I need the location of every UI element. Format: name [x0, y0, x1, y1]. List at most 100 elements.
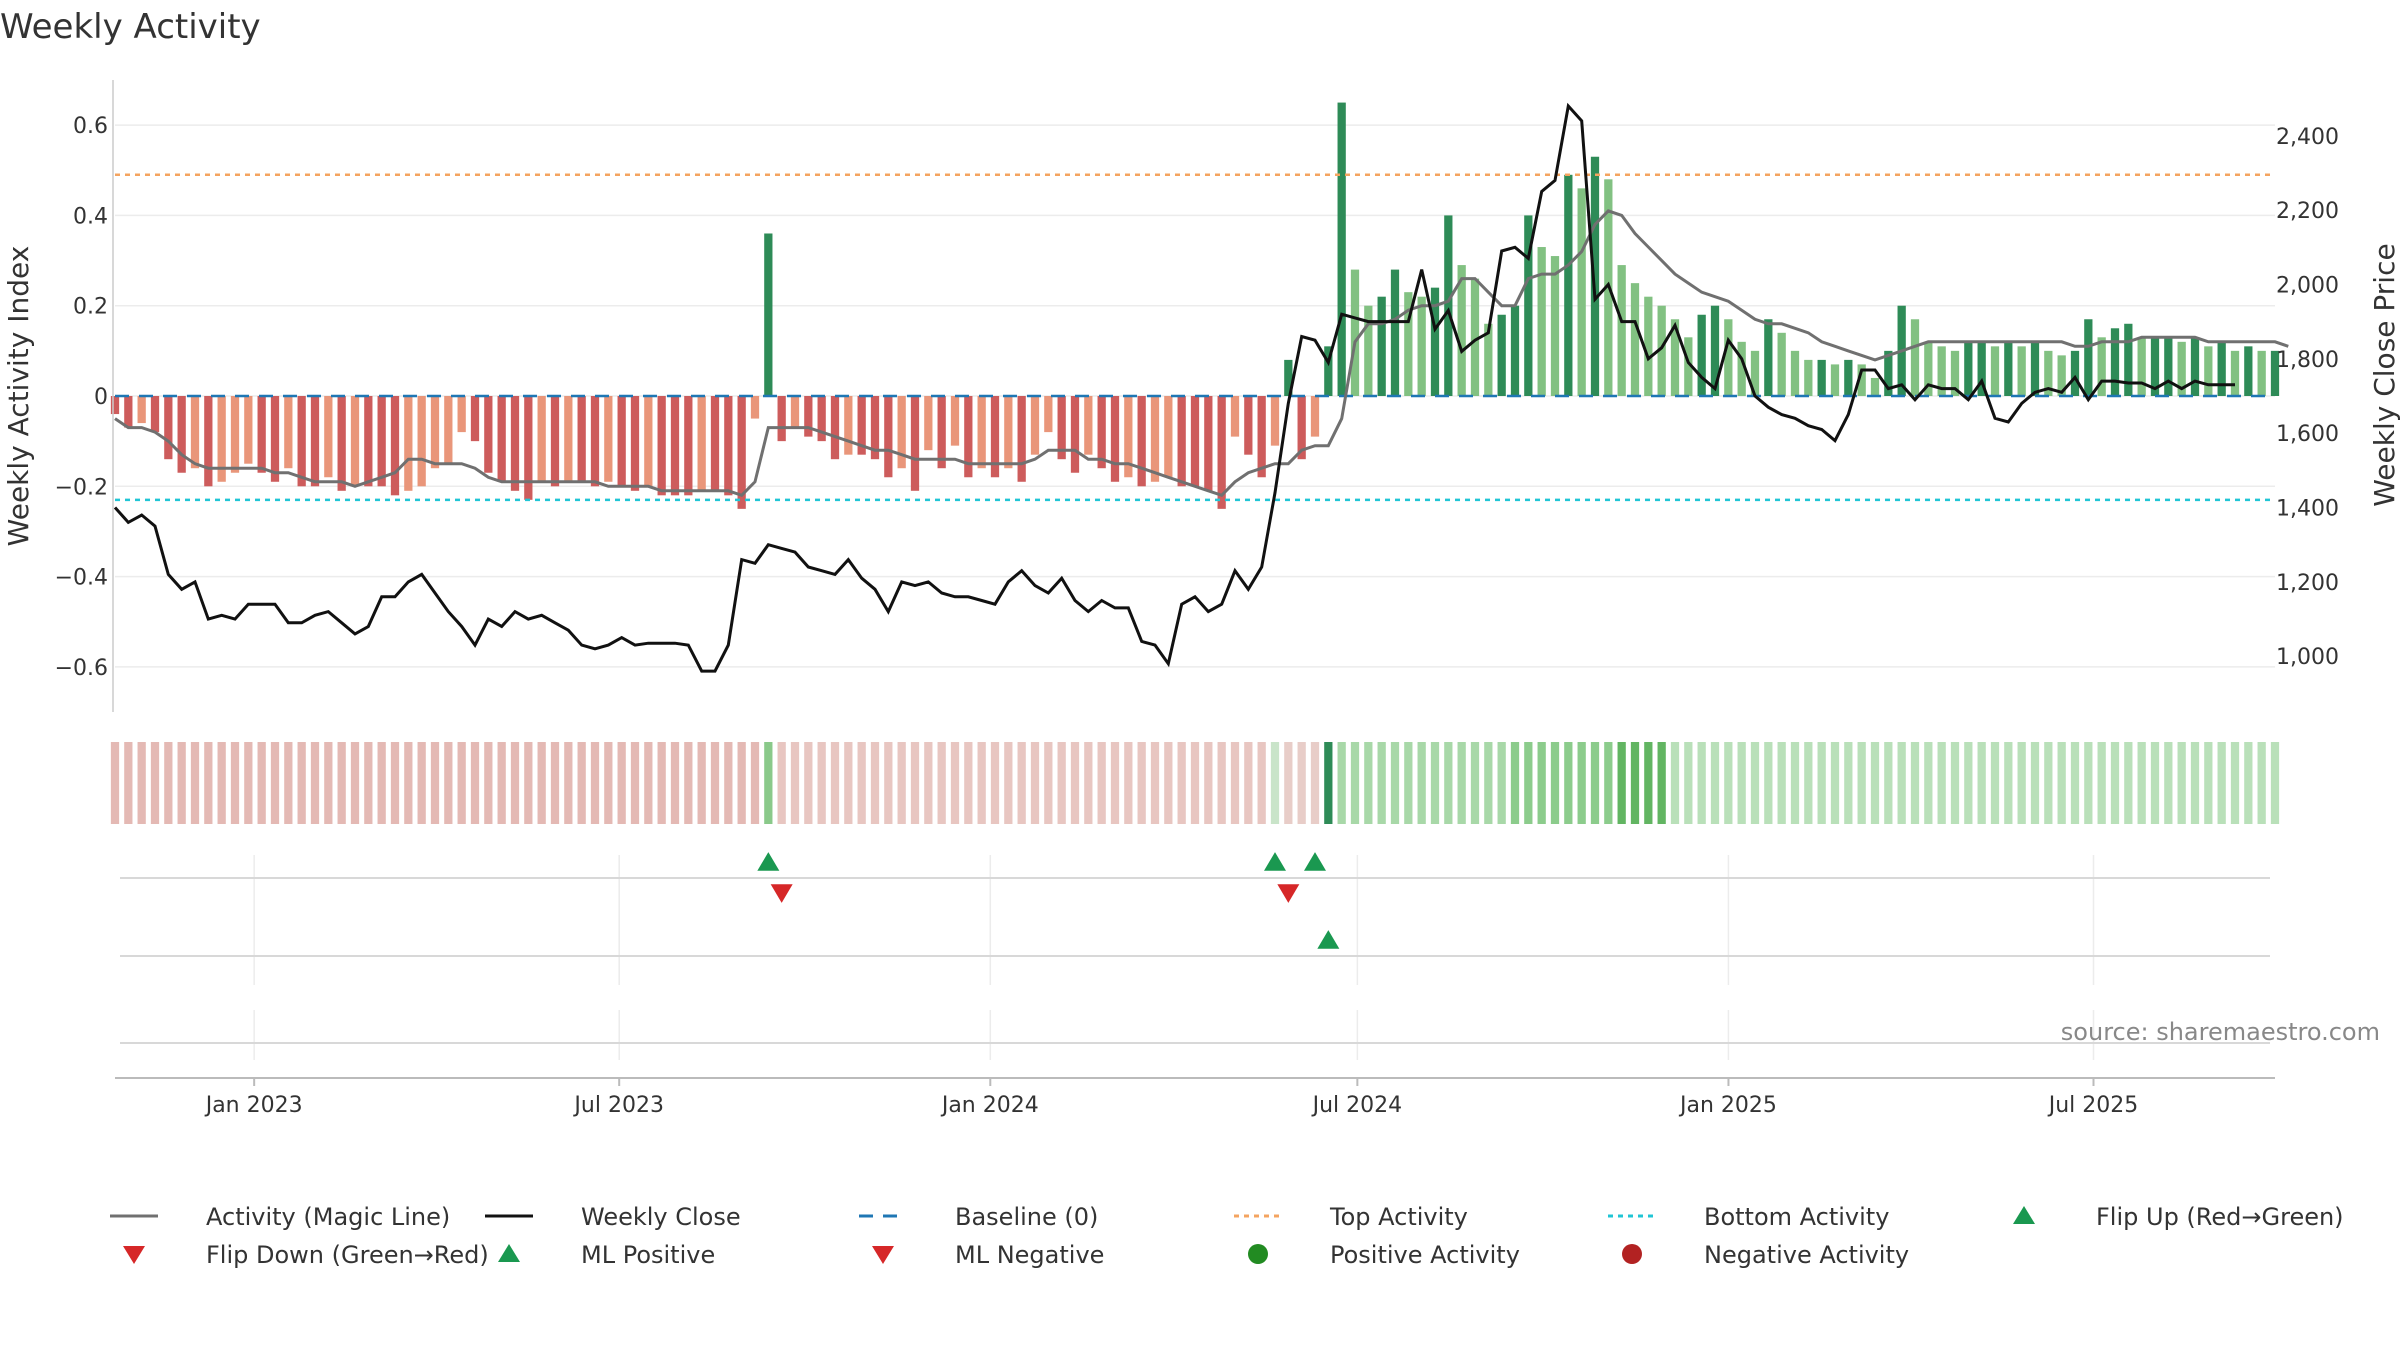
strip-cell [1537, 742, 1546, 824]
strip-cell [977, 742, 986, 824]
activity-bar [2217, 341, 2226, 396]
activity-bar [870, 396, 880, 460]
activity-bar [1350, 269, 1360, 396]
strip-cell [2084, 742, 2093, 824]
strip-cell [1590, 742, 1600, 824]
activity-bar [2204, 346, 2213, 396]
y-right-tick-label: 1,800 [2276, 348, 2339, 373]
x-axis: Jan 2023 Jul 2023 Jan 2024 Jul 2024 Jan 2025… [115, 1077, 2275, 1118]
activity-bar [457, 396, 466, 433]
activity-bar [2124, 323, 2133, 396]
activity-bar [617, 396, 626, 487]
activity-bar [1217, 396, 1226, 509]
strip-cell [124, 742, 133, 824]
activity-bar [884, 396, 893, 478]
activity-bar [1764, 319, 1773, 396]
series-lines [113, 102, 2289, 673]
strip-cell [1257, 742, 1266, 824]
strip-cell [1844, 742, 1853, 824]
activity-bar [1124, 396, 1133, 478]
activity-bar [1697, 314, 1706, 396]
activity-bar [217, 396, 226, 482]
strip-cell [1270, 742, 1280, 824]
axes: 0.6 0.4 0.2 0 −0.2 −0.4 −0.6 2,400 2,200 2,000 1,8… [2, 80, 2400, 712]
strip-cell [2257, 742, 2266, 824]
activity-bar [724, 396, 733, 496]
ml-positive-marker [1317, 930, 1340, 949]
activity-bar [510, 396, 520, 491]
strip-cell [297, 742, 306, 824]
strip-cell [1884, 742, 1893, 824]
activity-bar [2164, 337, 2173, 396]
activity-bar [1297, 396, 1306, 460]
strip-cell [1350, 742, 1360, 824]
x-tick-label: Jul 2023 [572, 1093, 664, 1118]
legend-swatch-flip-up [2013, 1206, 2035, 1224]
activity-bar [137, 396, 146, 424]
strip-cell [137, 742, 146, 824]
strip-cell [1164, 742, 1173, 824]
activity-bar [1964, 341, 1973, 396]
strip-cell [1950, 742, 1960, 824]
y-left-tick-label: −0.2 [55, 475, 108, 500]
strip-cell [1484, 742, 1493, 824]
activity-bar [830, 396, 840, 460]
activity-bar [110, 396, 120, 415]
strip-cell [390, 742, 400, 824]
strip-cell [1030, 742, 1040, 824]
strip-cell [1644, 742, 1653, 824]
y-right-axis-title: Weekly Close Price [2368, 243, 2400, 506]
strip-cell [1604, 742, 1613, 824]
strip-cell [150, 742, 160, 824]
activity-bar [977, 396, 986, 469]
strip-cell [817, 742, 826, 824]
x-tick-label: Jul 2025 [2047, 1093, 2139, 1118]
legend-swatch-ml-positive [498, 1244, 520, 1262]
strip-cell [764, 742, 773, 824]
strip-cell [1790, 742, 1800, 824]
activity-heat-strip [110, 742, 2280, 824]
activity-bar [2150, 337, 2160, 396]
strip-cell [284, 742, 293, 824]
activity-bar [1284, 359, 1293, 396]
strip-cell [750, 742, 760, 824]
activity-bar [1150, 396, 1160, 482]
strip-cell [1364, 742, 1373, 824]
strip-cell [924, 742, 933, 824]
strip-cell [1737, 742, 1746, 824]
strip-cell [1310, 742, 1320, 824]
activity-bar [444, 396, 453, 464]
activity-bar [2230, 350, 2240, 396]
activity-bar [1790, 350, 1800, 396]
activity-bar [2177, 341, 2186, 396]
activity-bar [1577, 188, 1586, 396]
activity-bar [1057, 396, 1066, 460]
activity-bar [590, 396, 600, 487]
strip-cell [2177, 742, 2186, 824]
strip-cell [1670, 742, 1680, 824]
activity-bar [350, 396, 360, 487]
strip-cell [2137, 742, 2146, 824]
flip-up-marker [1264, 852, 1286, 871]
strip-cell [430, 742, 440, 824]
strip-cell [1684, 742, 1693, 824]
y-right-tick-label: 1,200 [2276, 571, 2339, 596]
strip-cell [577, 742, 586, 824]
strip-cell [497, 742, 506, 824]
activity-bar [1484, 323, 1493, 396]
strip-cell [2124, 742, 2133, 824]
strip-cell [1897, 742, 1906, 824]
activity-bar [230, 396, 240, 473]
strip-cell [470, 742, 480, 824]
strip-cell [1524, 742, 1533, 824]
activity-bar [417, 396, 426, 487]
activity-bar [2004, 341, 2013, 396]
activity-bar [404, 396, 413, 491]
strip-cell [1417, 742, 1426, 824]
legend-label: Negative Activity [1704, 1241, 1909, 1269]
activity-bar [577, 396, 586, 482]
strip-cell [1764, 742, 1773, 824]
flip-down-marker [770, 884, 793, 903]
activity-bar [1750, 350, 1760, 396]
activity-bar [1390, 269, 1400, 396]
